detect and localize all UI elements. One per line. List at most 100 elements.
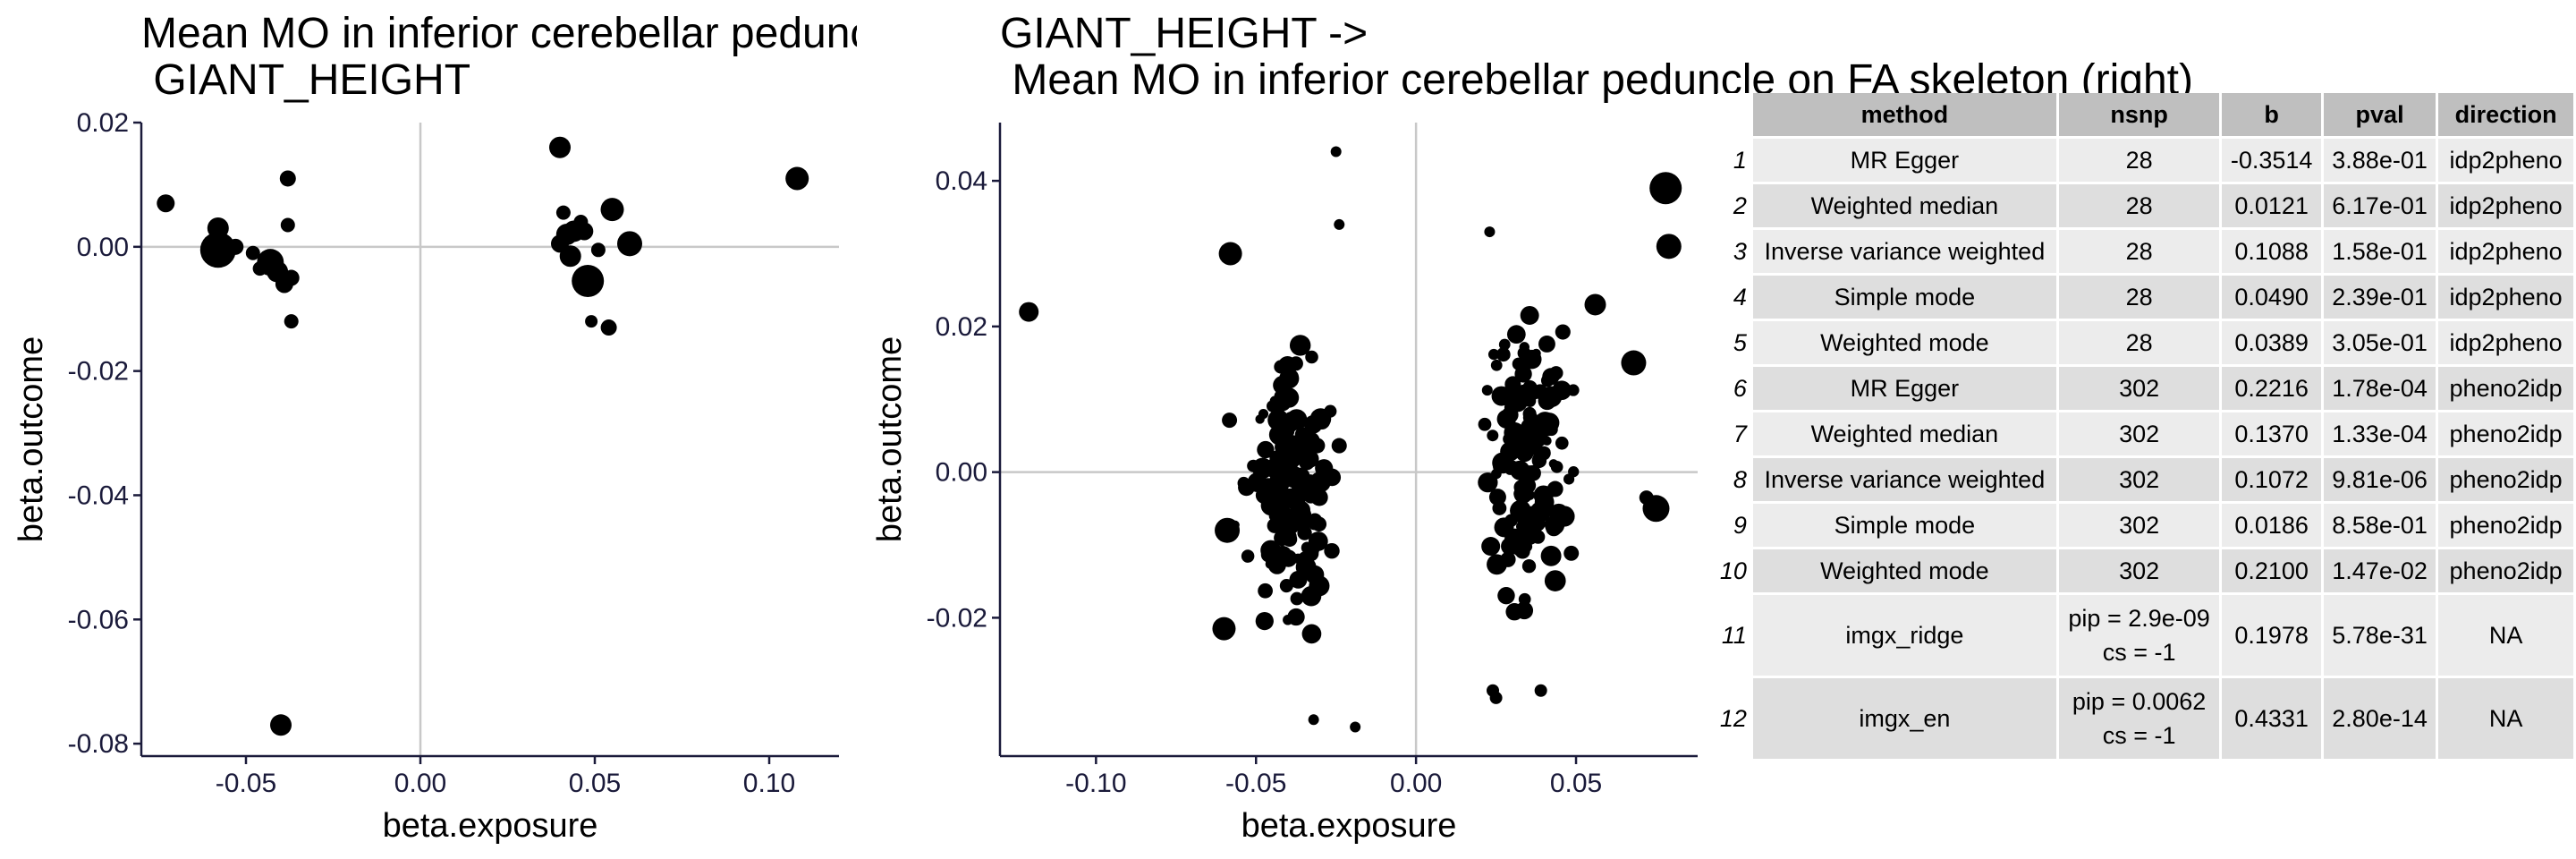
header-rownum — [1717, 93, 1753, 139]
cell-b: 0.0186 — [2222, 504, 2324, 549]
data-point — [1267, 409, 1290, 431]
data-point — [1350, 721, 1361, 733]
x-tick-label: 0.00 — [1390, 769, 1442, 798]
table-row: 2 Weighted median 28 0.0121 6.17e-01 idp2phen… — [1717, 184, 2576, 230]
cell-b: 0.2100 — [2222, 549, 2324, 595]
data-point — [279, 170, 296, 187]
cell-direction: idp2pheno — [2438, 321, 2576, 367]
cell-direction: idp2pheno — [2438, 276, 2576, 321]
header-pval: pval — [2323, 93, 2439, 139]
cell-nsnp: 28 — [2058, 139, 2223, 184]
scatter-plot-2: -0.10 -0.05 0.00 0.05 -0.02 0.00 0.02 0.04 beta.… — [871, 123, 1698, 845]
data-point — [1488, 489, 1506, 506]
cell-b: 0.0490 — [2222, 276, 2324, 321]
table-row: 1 MR Egger 28 -0.3514 3.88e-01 idp2pheno — [1717, 139, 2576, 184]
data-point — [1492, 452, 1514, 474]
cell-pval: 1.47e-02 — [2323, 549, 2439, 595]
data-point — [1490, 359, 1503, 371]
cell-nsnp: 302 — [2058, 458, 2223, 504]
data-point — [572, 265, 605, 297]
table-row: 12 imgx_en pip = 0.0062 cs = -1 0.4331 2.80e… — [1717, 678, 2576, 761]
data-point — [1492, 501, 1507, 515]
data-point — [1517, 433, 1536, 452]
cell-pval: 1.33e-04 — [2323, 412, 2439, 458]
cell-b: -0.3514 — [2222, 139, 2324, 184]
cell-rownum: 9 — [1717, 504, 1753, 549]
x-tick-label: -0.05 — [216, 769, 276, 798]
data-point — [1505, 603, 1523, 621]
header-method: method — [1752, 93, 2059, 139]
data-point — [283, 269, 300, 286]
cell-pval: 5.78e-31 — [2323, 595, 2439, 678]
data-point — [1507, 440, 1520, 453]
cell-pval: 1.78e-04 — [2323, 367, 2439, 412]
data-point — [1309, 408, 1332, 430]
header-b: b — [2222, 93, 2324, 139]
cell-rownum: 1 — [1717, 139, 1753, 184]
data-point — [1584, 293, 1606, 316]
data-point — [157, 194, 175, 213]
cell-direction: idp2pheno — [2438, 139, 2576, 184]
data-point — [1484, 226, 1496, 238]
y-tick-label: -0.02 — [68, 357, 129, 387]
cell-rownum: 4 — [1717, 276, 1753, 321]
data-point — [1497, 586, 1515, 605]
cell-pval: 1.58e-01 — [2323, 230, 2439, 276]
x-axis-label: beta.exposure — [383, 807, 598, 845]
data-point — [1309, 471, 1331, 493]
data-point — [1019, 302, 1039, 322]
data-point — [1237, 476, 1250, 489]
y-tick-label: 0.00 — [936, 458, 987, 488]
cell-b: 0.1978 — [2222, 595, 2324, 678]
cell-pval: 8.58e-01 — [2323, 504, 2439, 549]
data-point — [1487, 430, 1499, 442]
cell-direction: pheno2idp — [2438, 458, 2576, 504]
cell-rownum: 3 — [1717, 230, 1753, 276]
cell-direction: NA — [2438, 678, 2576, 761]
data-point — [1222, 412, 1238, 429]
cell-rownum: 5 — [1717, 321, 1753, 367]
data-point — [1274, 530, 1291, 547]
cell-nsnp: pip = 0.0062 cs = -1 — [2058, 678, 2223, 761]
mr-results-table: method nsnp b pval direction 1 MR Egger 28… — [1717, 93, 2576, 761]
data-point — [1504, 376, 1521, 393]
data-point — [1534, 684, 1547, 697]
table-row: 4 Simple mode 28 0.0490 2.39e-01 idp2pheno — [1717, 276, 2576, 321]
cell-b: 0.4331 — [2222, 678, 2324, 761]
data-point — [1258, 583, 1273, 599]
data-point — [1279, 549, 1298, 567]
cell-pval: 2.80e-14 — [2323, 678, 2439, 761]
data-point — [1308, 714, 1319, 726]
table-row: 11 imgx_ridge pip = 2.9e-09 cs = -1 0.1978 5… — [1717, 595, 2576, 678]
data-point — [1555, 324, 1571, 340]
data-point — [1522, 410, 1538, 425]
data-point — [600, 198, 624, 222]
cell-direction: NA — [2438, 595, 2576, 678]
data-point — [559, 245, 581, 268]
data-point — [1531, 348, 1541, 359]
cell-direction: pheno2idp — [2438, 367, 2576, 412]
data-point — [1513, 480, 1529, 495]
table-row: 6 MR Egger 302 0.2216 1.78e-04 pheno2idp — [1717, 367, 2576, 412]
scatter-plot-1: -0.05 0.00 0.05 0.10 -0.08 -0.06 -0.04 -0.02 0.0… — [13, 108, 839, 845]
cell-method: imgx_en — [1752, 678, 2059, 761]
data-point — [1288, 356, 1303, 371]
cell-nsnp: 28 — [2058, 230, 2223, 276]
data-point — [1519, 342, 1530, 353]
cell-rownum: 10 — [1717, 549, 1753, 595]
data-point — [1309, 545, 1319, 556]
cell-b: 0.0121 — [2222, 184, 2324, 230]
cell-b: 0.1088 — [2222, 230, 2324, 276]
table-row: 10 Weighted mode 302 0.2100 1.47e-02 pheno2id… — [1717, 549, 2576, 595]
y-axis-label: beta.outcome — [13, 336, 50, 542]
data-point — [1269, 450, 1284, 466]
data-point — [1215, 517, 1241, 543]
data-point — [1536, 446, 1551, 461]
x-tick-label: 0.00 — [394, 769, 446, 798]
data-point — [1542, 436, 1552, 446]
data-point — [1555, 436, 1569, 450]
table-row: 9 Simple mode 302 0.0186 8.58e-01 pheno2idp — [1717, 504, 2576, 549]
data-point — [245, 245, 260, 260]
data-point — [575, 222, 594, 241]
data-point — [1521, 559, 1537, 574]
